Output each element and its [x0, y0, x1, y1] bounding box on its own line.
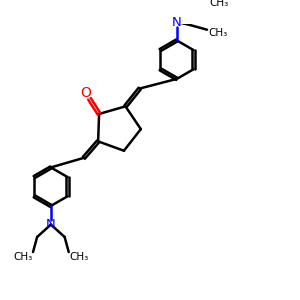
Text: CH₃: CH₃	[209, 0, 229, 8]
Text: CH₃: CH₃	[13, 252, 32, 262]
Text: N: N	[46, 218, 56, 231]
Text: N: N	[172, 16, 182, 28]
Text: CH₃: CH₃	[208, 28, 228, 38]
Text: O: O	[80, 86, 91, 100]
Text: CH₃: CH₃	[70, 252, 89, 262]
